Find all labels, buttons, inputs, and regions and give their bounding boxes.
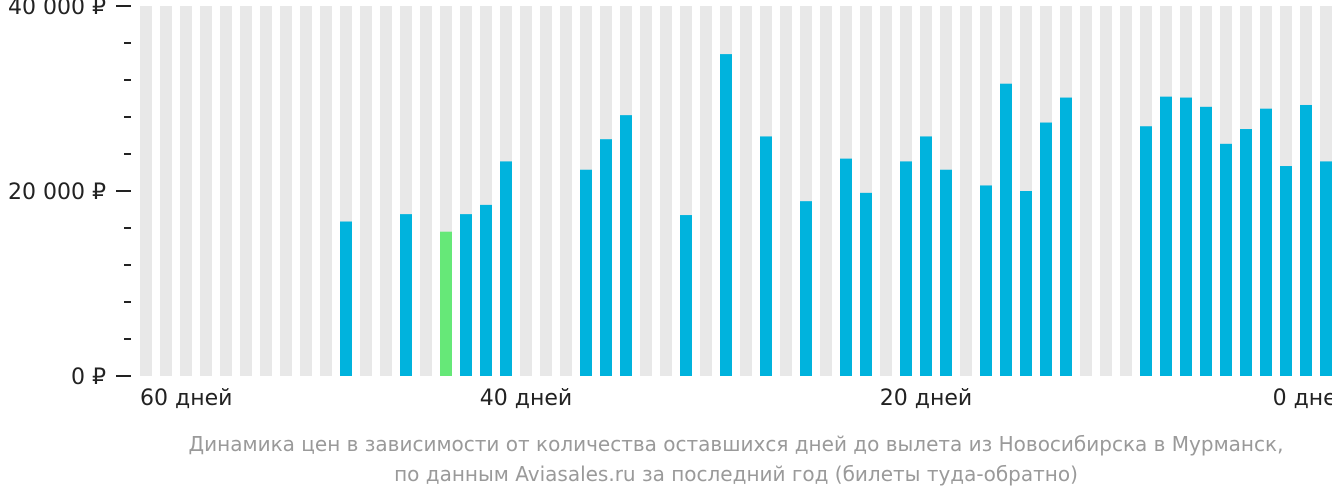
y-tick-label: 40 000 ₽ — [8, 0, 106, 20]
price-bar[interactable] — [1240, 129, 1252, 376]
price-bar[interactable] — [460, 214, 472, 376]
background-bar — [560, 6, 572, 376]
price-bar[interactable] — [1280, 166, 1292, 376]
x-tick-label: 0 дней — [1273, 386, 1332, 411]
background-bar — [1120, 6, 1132, 376]
background-bar — [220, 6, 232, 376]
price-bar[interactable] — [620, 115, 632, 377]
price-bar[interactable] — [600, 139, 612, 376]
price-bar[interactable] — [800, 201, 812, 376]
background-bar — [160, 6, 172, 376]
price-chart: 0 ₽ 20 000 ₽ 40 000 ₽ 60 дней 40 дней 20 дне… — [8, 0, 1332, 411]
price-bar[interactable] — [720, 54, 732, 376]
price-bar[interactable] — [1260, 108, 1272, 377]
chart-caption-line-2: по данным Aviasales.ru за последний год … — [394, 462, 1078, 486]
background-bar — [280, 6, 292, 376]
background-bar — [540, 6, 552, 376]
y-axis: 0 ₽ 20 000 ₽ 40 000 ₽ — [8, 0, 131, 390]
price-bar[interactable] — [760, 136, 772, 376]
background-bar — [740, 6, 752, 376]
background-bar — [700, 6, 712, 376]
background-bar — [820, 6, 832, 376]
price-bar[interactable] — [1140, 126, 1152, 376]
price-bar[interactable] — [980, 185, 992, 376]
price-bar[interactable] — [340, 221, 352, 376]
price-bar[interactable] — [860, 192, 872, 376]
price-bar[interactable] — [840, 158, 852, 376]
price-bar[interactable] — [920, 136, 932, 376]
background-bar — [300, 6, 312, 376]
background-bar — [200, 6, 212, 376]
y-tick-label: 0 ₽ — [71, 365, 106, 390]
background-bar — [260, 6, 272, 376]
background-bar — [180, 6, 192, 376]
background-bar — [520, 6, 532, 376]
price-bar[interactable] — [1320, 161, 1332, 376]
x-tick-label: 60 дней — [140, 386, 232, 411]
price-bar[interactable] — [1040, 122, 1052, 376]
price-bar[interactable] — [1180, 97, 1192, 376]
price-bar[interactable] — [1200, 106, 1212, 376]
y-tick-label: 20 000 ₽ — [8, 180, 106, 205]
price-bar[interactable] — [1020, 191, 1032, 376]
background-bar — [240, 6, 252, 376]
background-bar — [880, 6, 892, 376]
price-bar[interactable] — [940, 169, 952, 376]
price-bar[interactable] — [400, 214, 412, 376]
background-bar — [780, 6, 792, 376]
background-bar — [1080, 6, 1092, 376]
background-bar — [360, 6, 372, 376]
price-bar[interactable] — [900, 161, 912, 376]
price-bar[interactable] — [1300, 104, 1312, 376]
highlighted-price-bar[interactable] — [440, 231, 452, 376]
x-tick-label: 20 дней — [880, 386, 972, 411]
background-bar — [420, 6, 432, 376]
price-bar[interactable] — [480, 204, 492, 376]
price-bar[interactable] — [1160, 96, 1172, 377]
background-bar — [1100, 6, 1112, 376]
price-bar[interactable] — [1220, 143, 1232, 376]
price-bar[interactable] — [680, 215, 692, 376]
background-bar — [380, 6, 392, 376]
price-bar[interactable] — [1000, 83, 1012, 376]
background-bar — [660, 6, 672, 376]
x-axis: 60 дней 40 дней 20 дней 0 дней — [140, 386, 1332, 411]
background-bar — [640, 6, 652, 376]
chart-caption-line-1: Динамика цен в зависимости от количества… — [188, 432, 1284, 456]
price-bar[interactable] — [1060, 97, 1072, 376]
data-bars — [340, 54, 1332, 377]
background-bar — [140, 6, 152, 376]
background-bar — [320, 6, 332, 376]
price-bar[interactable] — [500, 161, 512, 376]
price-bar[interactable] — [580, 169, 592, 376]
x-tick-label: 40 дней — [480, 386, 572, 411]
background-bar — [960, 6, 972, 376]
background-bars — [140, 6, 1332, 376]
